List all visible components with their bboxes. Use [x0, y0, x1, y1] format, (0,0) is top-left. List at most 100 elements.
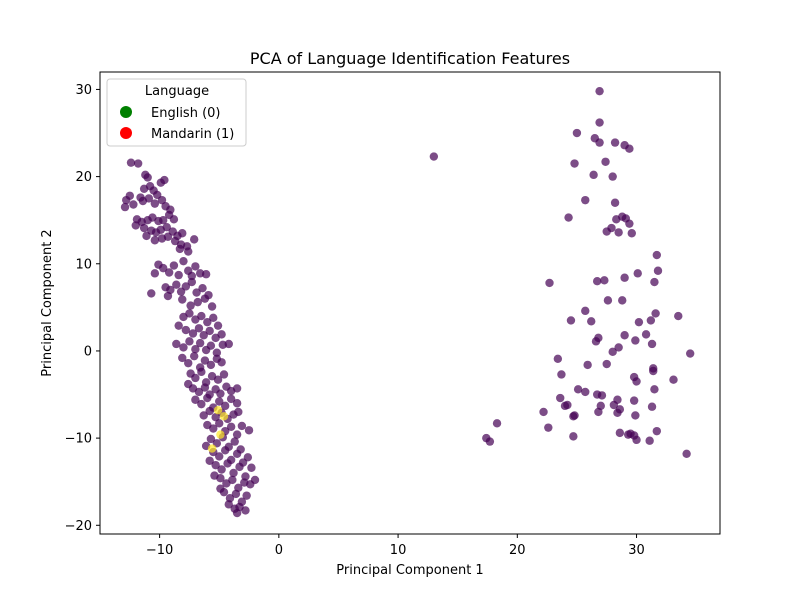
scatter-point — [133, 159, 143, 168]
scatter-point — [172, 280, 181, 289]
scatter-point — [250, 475, 260, 485]
scatter-point — [174, 270, 183, 280]
scatter-point — [631, 411, 640, 420]
scatter-point — [581, 387, 590, 397]
scatter-point — [553, 354, 563, 363]
scatter-point — [209, 424, 218, 433]
scatter-point — [595, 86, 604, 96]
scatter-point — [235, 462, 244, 472]
scatter-point — [191, 345, 200, 354]
scatter-point — [185, 337, 194, 346]
scatter-point — [625, 219, 634, 228]
scatter-point — [608, 347, 617, 357]
scatter-point — [685, 349, 695, 358]
scatter-point — [650, 385, 659, 394]
scatter-point — [570, 159, 579, 168]
scatter-point — [203, 317, 212, 327]
scatter-point — [206, 434, 216, 444]
scatter-point — [573, 385, 583, 394]
scatter-point — [178, 229, 187, 238]
scatter-point — [192, 288, 201, 297]
scatter-point — [216, 430, 225, 439]
scatter-point — [581, 306, 590, 316]
scatter-point — [120, 202, 130, 212]
scatter-point — [226, 394, 236, 404]
scatter-point — [199, 331, 208, 340]
scatter-point — [219, 412, 229, 421]
scatter-point — [215, 452, 224, 461]
scatter-point — [232, 384, 242, 393]
scatter-point — [181, 282, 191, 291]
scatter-point — [232, 399, 242, 408]
scatter-point — [647, 339, 657, 349]
scatter-point — [652, 250, 662, 260]
scatter-point — [625, 144, 634, 153]
legend-title: Language — [145, 84, 209, 99]
scatter-point — [209, 313, 218, 323]
scatter-point — [169, 261, 179, 270]
scatter-point — [217, 358, 226, 367]
scatter-point — [618, 296, 627, 305]
scatter-point — [169, 215, 179, 224]
scatter-point — [150, 236, 160, 245]
scatter-point — [597, 391, 607, 400]
scatter-point — [645, 436, 654, 445]
scatter-point — [612, 215, 621, 224]
scatter-point — [211, 412, 220, 422]
scatter-point — [650, 277, 659, 287]
legend-label-mandarin: Mandarin (1) — [151, 127, 234, 142]
scatter-point — [224, 339, 233, 349]
scatter-point — [629, 396, 639, 405]
scatter-point — [201, 270, 211, 279]
scatter-point — [544, 423, 553, 432]
scatter-point — [205, 406, 214, 416]
scatter-point — [163, 232, 173, 241]
scatter-point — [212, 348, 222, 357]
scatter-point — [602, 359, 611, 369]
scatter-point — [570, 411, 579, 420]
scatter-point — [215, 419, 224, 428]
y-tick-label: 20 — [75, 170, 92, 185]
scatter-point — [244, 426, 254, 435]
scatter-point — [613, 408, 622, 418]
scatter-point — [610, 198, 620, 207]
scatter-point — [620, 273, 629, 282]
scatter-point — [591, 337, 601, 346]
scatter-point — [206, 341, 216, 350]
scatter-point — [191, 395, 200, 404]
scatter-point — [592, 277, 602, 286]
scatter-point — [234, 407, 243, 417]
scatter-point — [142, 231, 151, 241]
scatter-point — [631, 336, 640, 345]
scatter-point — [129, 200, 138, 209]
legend-marker-mandarin — [120, 127, 132, 139]
scatter-point — [200, 356, 210, 365]
scatter-point — [485, 437, 495, 446]
scatter-point — [614, 228, 623, 237]
scatter-point — [213, 375, 223, 384]
scatter-point — [572, 128, 582, 138]
scatter-point — [601, 157, 610, 166]
y-tick-label: 10 — [75, 257, 92, 272]
scatter-point — [187, 277, 197, 287]
scatter-point — [207, 302, 217, 311]
points-layer — [120, 86, 695, 518]
legend-marker-english — [120, 106, 132, 118]
scatter-point — [632, 435, 641, 445]
scatter-point — [610, 138, 620, 147]
scatter-point — [144, 194, 154, 203]
x-axis-ticks: −10 0 10 20 30 — [146, 534, 645, 558]
scatter-point — [179, 343, 188, 352]
scatter-point — [228, 475, 237, 485]
scatter-point — [158, 215, 168, 225]
scatter-point — [224, 500, 233, 509]
scatter-point — [211, 460, 220, 470]
scatter-point — [219, 370, 229, 379]
x-tick-label: 10 — [390, 543, 407, 558]
scatter-point — [174, 321, 183, 330]
scatter-point — [634, 317, 644, 327]
x-tick-label: 20 — [509, 543, 526, 558]
scatter-point — [595, 138, 604, 147]
scatter-point — [237, 421, 247, 431]
scatter-point — [215, 397, 224, 406]
